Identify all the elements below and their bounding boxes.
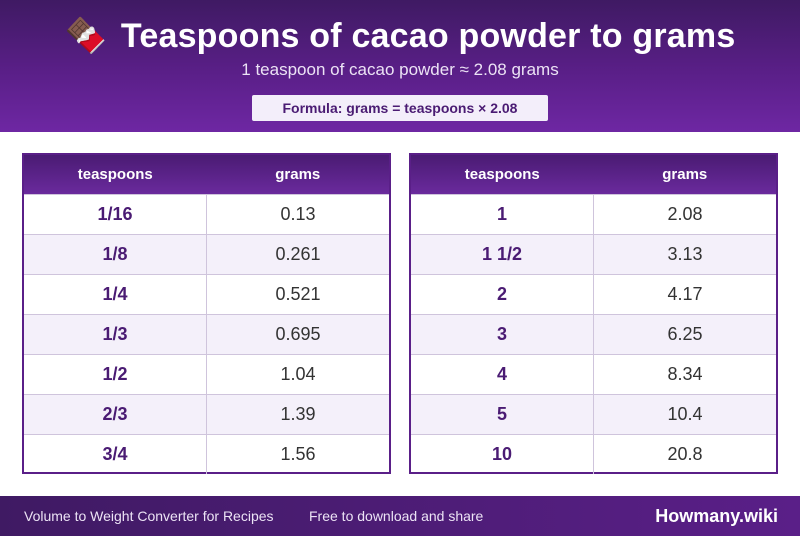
- table-row: 4 8.34: [411, 353, 776, 394]
- table-row: 1/16 0.13: [24, 193, 389, 234]
- column-header-grams: grams: [206, 155, 389, 194]
- teaspoons-cell: 10: [411, 433, 594, 474]
- page-subtitle: 1 teaspoon of cacao powder ≈ 2.08 grams: [241, 60, 559, 79]
- grams-cell: 10.4: [593, 393, 776, 434]
- teaspoons-cell: 2: [411, 273, 594, 314]
- teaspoons-cell: 1/16: [24, 193, 207, 234]
- column-header-teaspoons: teaspoons: [411, 155, 594, 194]
- grams-cell: 6.25: [593, 313, 776, 354]
- teaspoons-cell: 1/8: [24, 233, 207, 274]
- brand-logo-text[interactable]: Howmany.wiki: [655, 505, 778, 526]
- teaspoons-cell: 1 1/2: [411, 233, 594, 274]
- table-row: 1/3 0.695: [24, 313, 389, 354]
- teaspoons-cell: 1/2: [24, 353, 207, 394]
- footer-share-note: Free to download and share: [309, 508, 484, 524]
- conversion-table-left: teaspoons grams 1/16 0.13 1/8 0.261 1/4 0.5…: [22, 153, 391, 474]
- grams-cell: 0.695: [206, 313, 389, 354]
- column-header-grams: grams: [593, 155, 776, 194]
- footer-tagline: Volume to Weight Converter for Recipes: [24, 508, 274, 524]
- page-title: Teaspoons of cacao powder to grams: [120, 16, 736, 55]
- grams-cell: 4.17: [593, 273, 776, 314]
- grams-cell: 1.39: [206, 393, 389, 434]
- teaspoons-cell: 2/3: [24, 393, 207, 434]
- grams-cell: 1.56: [206, 433, 389, 474]
- grams-cell: 0.521: [206, 273, 389, 314]
- title-row: 🍫 Teaspoons of cacao powder to grams: [0, 14, 800, 58]
- table-header-row: teaspoons grams: [24, 155, 389, 194]
- footer: Volume to Weight Converter for Recipes F…: [0, 496, 800, 536]
- grams-cell: 3.13: [593, 233, 776, 274]
- table-row: 3/4 1.56: [24, 433, 389, 474]
- grams-cell: 0.13: [206, 193, 389, 234]
- teaspoons-cell: 4: [411, 353, 594, 394]
- grams-cell: 20.8: [593, 433, 776, 474]
- grams-cell: 1.04: [206, 353, 389, 394]
- table-row: 1 1/2 3.13: [411, 233, 776, 274]
- table-row: 1/8 0.261: [24, 233, 389, 274]
- teaspoons-cell: 1/3: [24, 313, 207, 354]
- grams-cell: 8.34: [593, 353, 776, 394]
- table-row: 3 6.25: [411, 313, 776, 354]
- teaspoons-cell: 5: [411, 393, 594, 434]
- teaspoons-cell: 3/4: [24, 433, 207, 474]
- table-row: 1/2 1.04: [24, 353, 389, 394]
- table-row: 5 10.4: [411, 393, 776, 434]
- formula-badge: Formula: grams = teaspoons × 2.08: [252, 95, 548, 121]
- teaspoons-cell: 3: [411, 313, 594, 354]
- teaspoons-cell: 1: [411, 193, 594, 234]
- grams-cell: 2.08: [593, 193, 776, 234]
- table-row: 10 20.8: [411, 433, 776, 474]
- table-row: 1 2.08: [411, 193, 776, 234]
- header: 🍫 Teaspoons of cacao powder to grams 1 t…: [0, 0, 800, 132]
- table-row: 1/4 0.521: [24, 273, 389, 314]
- table-row: 2 4.17: [411, 273, 776, 314]
- teaspoons-cell: 1/4: [24, 273, 207, 314]
- chocolate-bar-icon: 🍫: [64, 17, 107, 55]
- table-header-row: teaspoons grams: [411, 155, 776, 194]
- grams-cell: 0.261: [206, 233, 389, 274]
- column-header-teaspoons: teaspoons: [24, 155, 207, 194]
- table-row: 2/3 1.39: [24, 393, 389, 434]
